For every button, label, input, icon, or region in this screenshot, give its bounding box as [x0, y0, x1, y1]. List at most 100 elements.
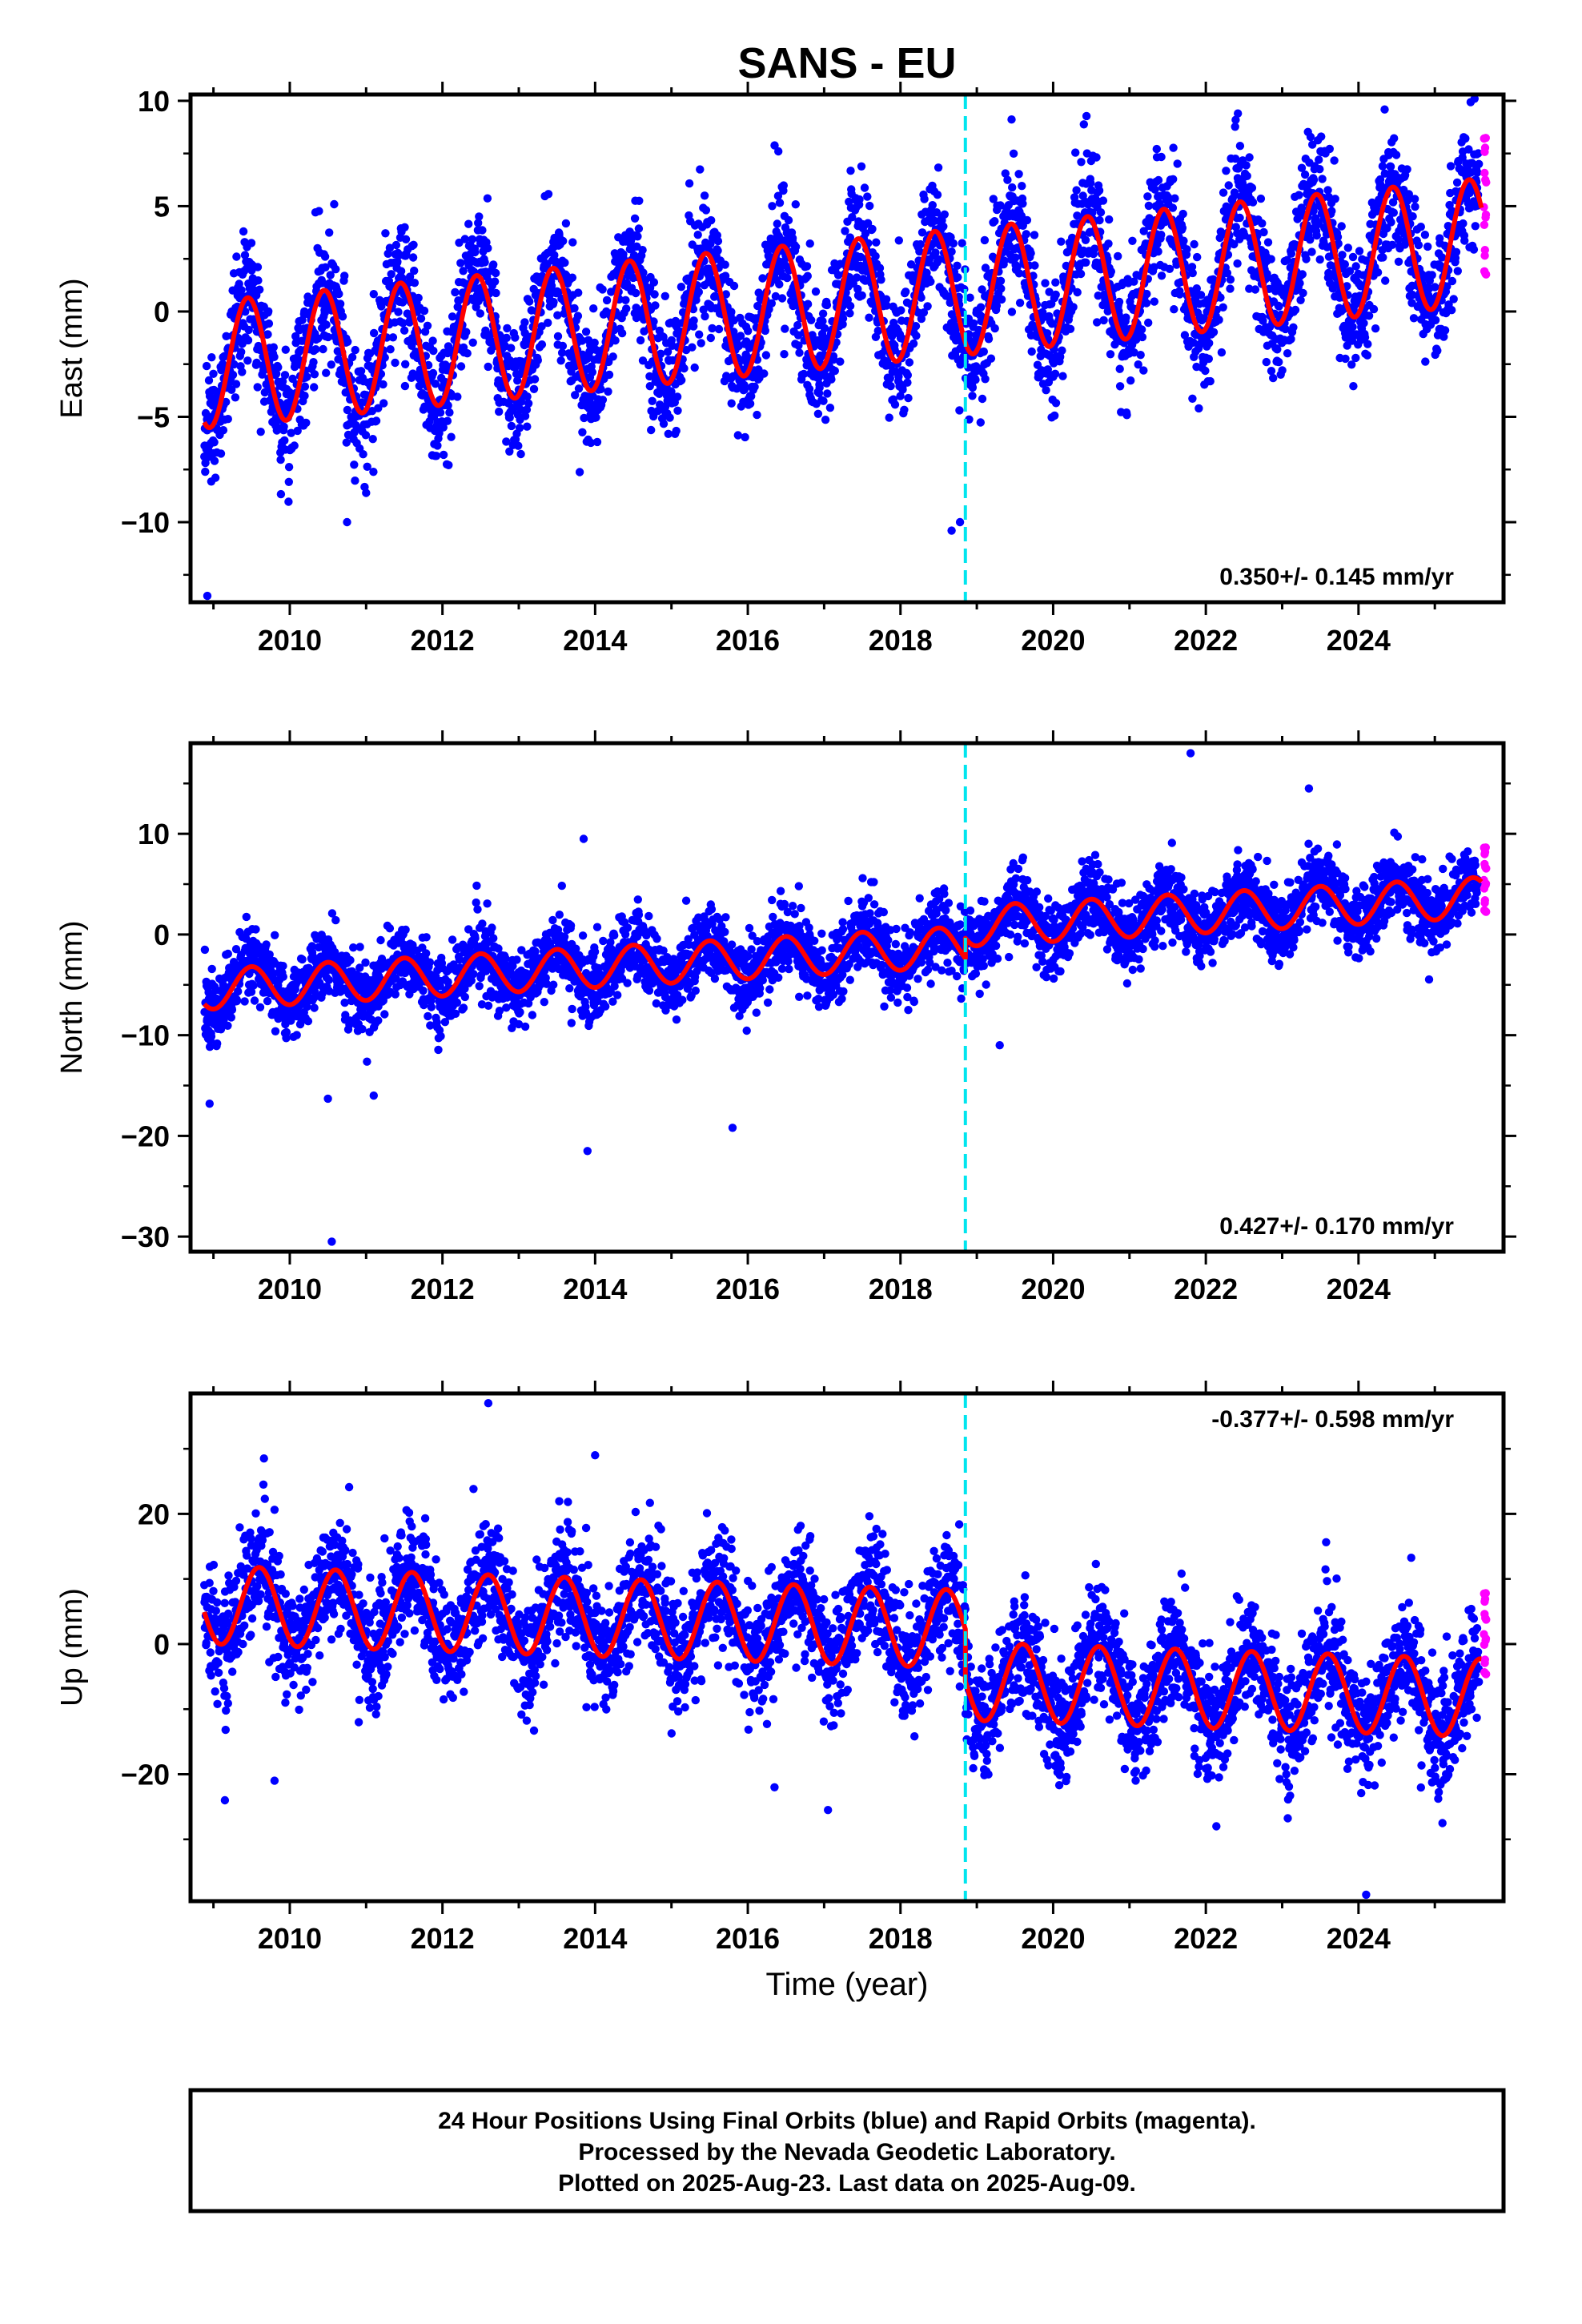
east-final-point	[933, 191, 942, 199]
east-final-point	[524, 399, 533, 408]
east-final-point	[903, 378, 912, 387]
east-final-point	[635, 196, 644, 205]
east-final-point	[953, 261, 962, 270]
east-final-point	[1169, 175, 1178, 183]
north-final-point	[303, 1017, 313, 1026]
east-final-point	[478, 226, 487, 235]
east-final-point	[1380, 105, 1389, 114]
east-final-point	[1139, 366, 1148, 375]
east-final-point	[340, 271, 349, 280]
east-final-point	[1173, 159, 1182, 168]
east-final-point	[1394, 257, 1403, 266]
east-final-point	[1296, 296, 1305, 304]
north-final-point	[223, 949, 232, 959]
east-final-point	[966, 293, 974, 302]
east-final-point	[514, 441, 523, 450]
east-final-point	[1066, 324, 1075, 333]
east-final-point	[408, 341, 416, 350]
east-final-point	[590, 338, 599, 348]
east-final-point	[633, 232, 642, 241]
east-final-point	[325, 228, 334, 237]
east-final-point	[456, 362, 466, 371]
east-final-point	[222, 397, 231, 407]
east-final-point	[269, 343, 278, 352]
north-final-point	[374, 1016, 383, 1025]
east-final-point	[380, 353, 389, 362]
east-final-point	[1115, 364, 1124, 373]
east-final-point	[1022, 230, 1031, 239]
east-final-point	[264, 307, 273, 316]
east-final-point	[818, 316, 827, 326]
north-final-point	[459, 1003, 468, 1012]
east-final-point	[747, 392, 756, 400]
east-final-point	[400, 326, 409, 335]
east-final-point	[695, 330, 704, 339]
east-final-point	[1331, 195, 1339, 203]
east-final-point	[209, 369, 218, 378]
east-final-point	[928, 201, 938, 210]
east-final-point	[677, 376, 686, 384]
east-final-point	[525, 297, 534, 306]
east-final-point	[522, 405, 532, 414]
east-final-point	[863, 219, 873, 227]
east-final-point	[1307, 247, 1316, 256]
east-final-point	[608, 352, 617, 361]
east-final-point	[1471, 222, 1480, 231]
east-final-point	[323, 332, 332, 342]
east-final-point	[416, 314, 426, 323]
east-final-point	[435, 428, 444, 438]
east-final-point	[604, 387, 612, 396]
east-final-point	[1306, 132, 1315, 142]
east-final-point	[410, 279, 420, 287]
east-final-point	[868, 224, 877, 234]
east-final-point	[894, 236, 904, 245]
east-final-point	[1051, 290, 1060, 300]
east-final-point	[388, 333, 398, 342]
east-final-point	[447, 432, 456, 441]
east-final-point	[462, 328, 471, 336]
east-final-point	[744, 327, 753, 336]
east-final-point	[1461, 134, 1470, 143]
east-final-point	[391, 358, 400, 368]
east-final-point	[976, 303, 986, 312]
east-final-point	[980, 235, 990, 245]
east-final-point	[1136, 351, 1145, 360]
east-final-point	[997, 284, 1006, 293]
east-final-point	[276, 489, 286, 499]
east-final-point	[314, 334, 323, 343]
east-final-point	[393, 257, 402, 267]
east-final-point	[714, 324, 724, 334]
east-final-point	[210, 456, 219, 465]
east-final-point	[1291, 305, 1300, 315]
east-final-point	[432, 452, 441, 460]
east-final-point	[775, 199, 785, 207]
east-final-point	[773, 191, 783, 200]
east-final-point	[805, 239, 814, 248]
east-final-point	[1409, 314, 1419, 323]
north-final-point	[200, 945, 210, 955]
east-final-point	[1387, 218, 1395, 227]
east-final-point	[280, 436, 289, 445]
east-final-point	[673, 392, 682, 401]
east-final-point	[408, 253, 418, 262]
east-final-point	[741, 432, 749, 442]
east-final-point	[1178, 209, 1187, 219]
east-final-point	[300, 382, 310, 391]
east-final-point	[544, 190, 553, 199]
east-final-point	[700, 191, 709, 200]
east-final-point	[841, 227, 849, 235]
east-final-point	[632, 288, 640, 298]
east-final-point	[377, 302, 386, 311]
east-axis-label: East (mm)	[55, 278, 89, 418]
east-final-point	[791, 200, 800, 209]
east-final-point	[604, 370, 614, 380]
east-final-point	[1373, 268, 1383, 277]
east-final-point	[520, 318, 529, 327]
east-final-point	[647, 425, 656, 435]
east-final-point	[968, 392, 977, 400]
east-final-point	[480, 258, 489, 267]
chart-title: SANS - EU	[737, 39, 956, 87]
east-final-point	[1095, 215, 1104, 225]
east-final-point	[204, 376, 214, 385]
